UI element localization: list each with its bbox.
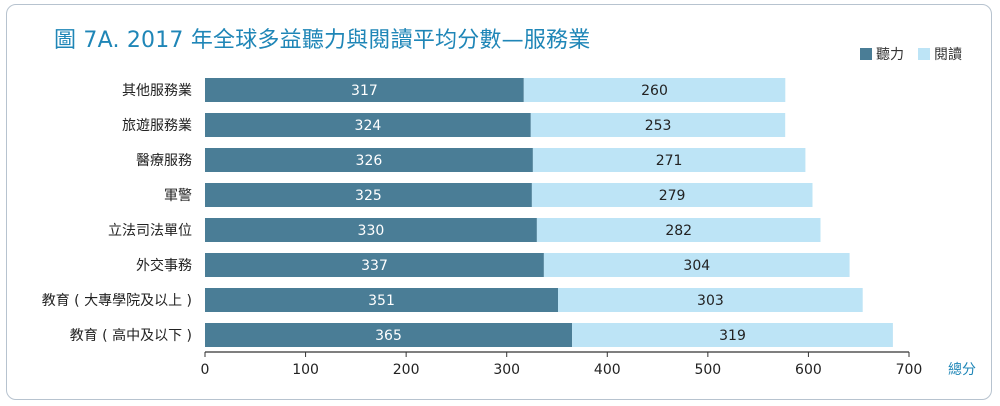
bar-reading	[531, 183, 813, 207]
category-label: 軍警	[164, 188, 192, 204]
bar-value-label: 365	[375, 328, 402, 344]
legend-swatch	[918, 48, 930, 60]
x-tick-label: 500	[694, 362, 721, 378]
x-axis-label: 總分	[948, 361, 976, 378]
bar-reading	[530, 113, 786, 137]
bar-listening	[205, 288, 558, 312]
legend-label: 閱讀	[934, 47, 962, 63]
bar-reading	[558, 288, 863, 312]
chart-title: 圖 7A. 2017 年全球多益聽力與閱讀平均分數—服務業	[54, 28, 591, 53]
legend-swatch	[860, 48, 872, 60]
bar-value-label: 279	[659, 188, 686, 204]
bar-value-label: 271	[656, 153, 683, 169]
bar-reading	[532, 148, 806, 172]
x-tick-label: 100	[292, 362, 319, 378]
bar-value-label: 303	[697, 293, 724, 309]
category-label: 外交事務	[136, 257, 192, 274]
bar-value-label: 260	[641, 83, 668, 99]
bar-reading	[536, 218, 821, 242]
bar-value-label: 319	[719, 328, 746, 344]
bar-listening	[205, 148, 533, 172]
x-tick-label: 600	[795, 362, 822, 378]
bar-value-label: 325	[355, 188, 382, 204]
bar-value-label: 326	[356, 153, 383, 169]
bar-value-label: 282	[665, 223, 692, 239]
x-tick-label: 200	[393, 362, 420, 378]
bar-reading	[572, 323, 893, 347]
x-tick-label: 700	[896, 362, 923, 378]
bar-listening	[205, 253, 544, 277]
category-label: 教育 ( 大專學院及以上 )	[42, 293, 192, 309]
bar-listening	[205, 113, 531, 137]
bar-value-label: 351	[368, 293, 395, 309]
legend-label: 聽力	[876, 47, 904, 63]
bar-reading	[543, 253, 850, 277]
category-label: 其他服務業	[122, 83, 192, 99]
bar-listening	[205, 78, 524, 102]
bar-listening	[205, 183, 532, 207]
bar-value-label: 330	[358, 223, 385, 239]
bar-value-label: 253	[645, 118, 672, 134]
x-tick-label: 0	[201, 362, 210, 378]
bar-reading	[523, 78, 786, 102]
bar-value-label: 304	[683, 258, 710, 274]
bar-listening	[205, 218, 537, 242]
category-label: 醫療服務	[136, 152, 192, 169]
bar-listening	[205, 323, 573, 347]
bar-value-label: 324	[355, 118, 382, 134]
category-label: 教育 ( 高中及以下 )	[70, 327, 192, 344]
category-label: 旅遊服務業	[122, 118, 192, 134]
bar-value-label: 317	[351, 83, 378, 99]
bar-value-label: 337	[361, 258, 388, 274]
x-tick-label: 300	[493, 362, 520, 378]
category-label: 立法司法單位	[108, 223, 192, 239]
x-tick-label: 400	[594, 362, 621, 378]
